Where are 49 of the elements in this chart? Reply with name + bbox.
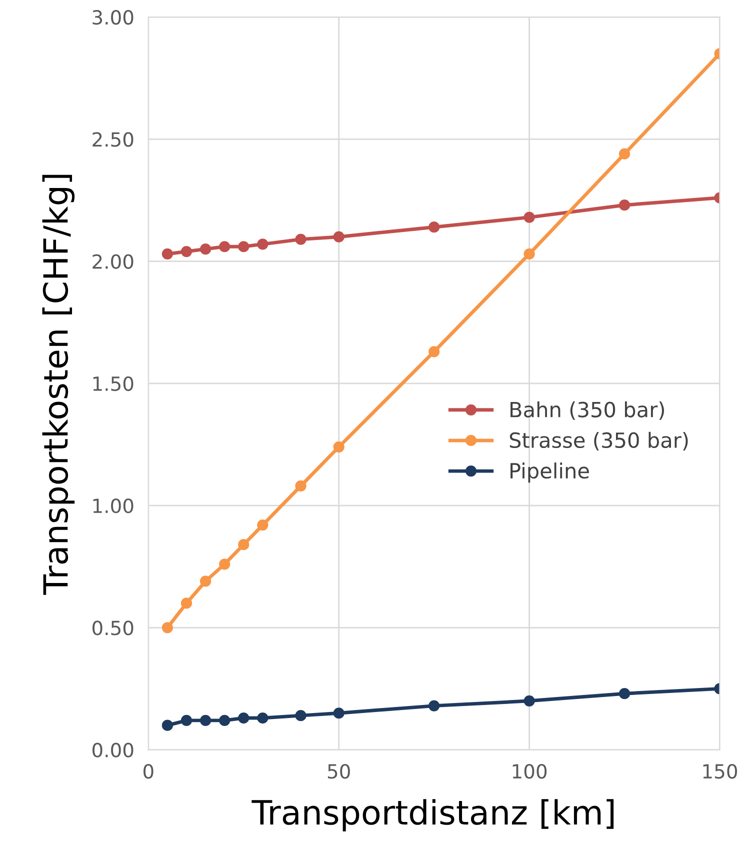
point xyxy=(162,720,173,731)
point xyxy=(180,714,192,726)
legend-label: Pipeline xyxy=(510,462,589,483)
point xyxy=(180,598,192,609)
point xyxy=(333,708,344,719)
point xyxy=(428,346,440,358)
y-tick-label: 0.50 xyxy=(92,620,134,636)
point xyxy=(238,241,250,252)
y-tick-label: 3.00 xyxy=(92,10,134,25)
point xyxy=(200,576,212,587)
point xyxy=(295,480,306,492)
point xyxy=(238,712,250,724)
point xyxy=(618,200,630,211)
legend-label: Strasse (350 bar) xyxy=(510,432,688,451)
point xyxy=(428,700,440,712)
legend-label: Bahn (350 bar) xyxy=(510,401,664,420)
x-tick-label: 0 xyxy=(143,764,154,779)
y-tick-label: 1.50 xyxy=(93,376,134,392)
point xyxy=(219,558,230,570)
point xyxy=(180,246,192,258)
x-tick-label: 150 xyxy=(703,764,738,779)
x-tick-label: 100 xyxy=(512,764,547,779)
point xyxy=(200,714,212,726)
y-tick-label: 2.00 xyxy=(92,254,134,269)
point xyxy=(257,238,268,250)
point xyxy=(295,234,306,245)
point xyxy=(257,712,268,724)
y-tick-label: 2.50 xyxy=(92,132,134,147)
point xyxy=(219,714,230,726)
point xyxy=(238,539,250,550)
point xyxy=(618,148,630,160)
point xyxy=(162,622,173,634)
point xyxy=(333,441,344,452)
point xyxy=(333,231,344,242)
point xyxy=(524,212,535,223)
point xyxy=(524,695,535,706)
point xyxy=(162,248,173,260)
y-axis-title: Transportkosten [CHF/kg] xyxy=(42,174,75,595)
x-tick-label: 50 xyxy=(328,764,350,779)
y-tick-label: 1.00 xyxy=(93,498,134,514)
x-axis-title: Transportdistanz [km] xyxy=(252,799,614,832)
point xyxy=(219,241,230,252)
point xyxy=(257,520,268,531)
point xyxy=(295,710,306,722)
point xyxy=(524,248,535,260)
point xyxy=(428,222,440,233)
point xyxy=(200,244,212,255)
point xyxy=(618,688,630,700)
y-tick-label: 0.00 xyxy=(92,742,134,758)
